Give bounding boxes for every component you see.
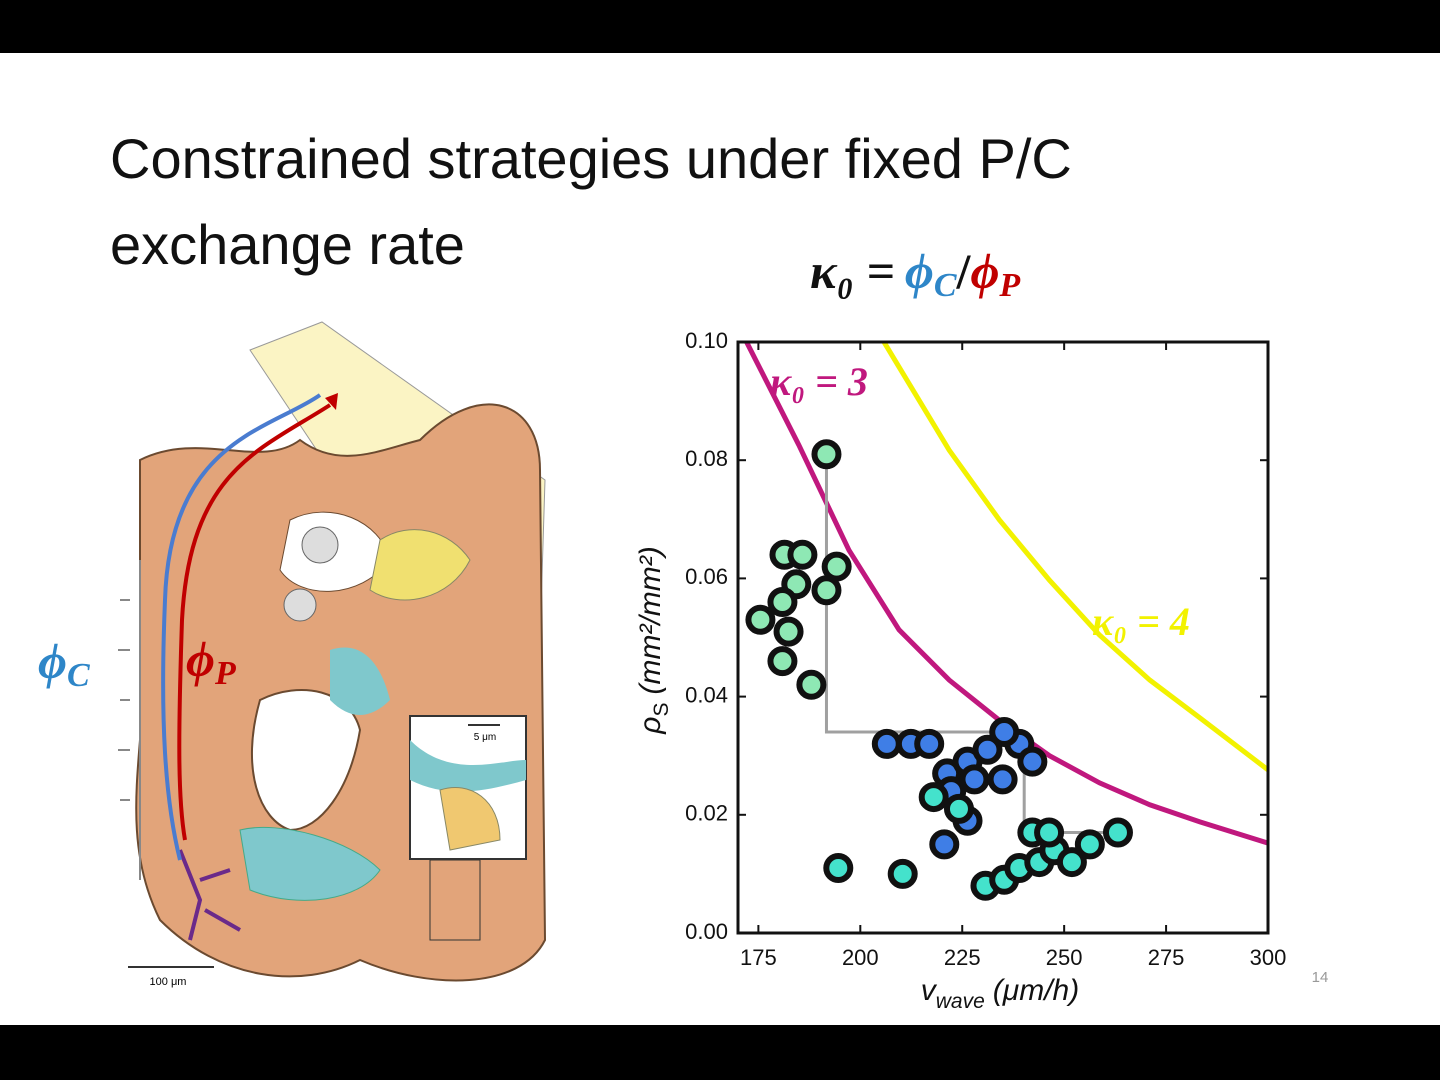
x-tick-label: 250	[1046, 945, 1083, 970]
data-point	[989, 717, 1020, 748]
symbol: v	[921, 974, 938, 1007]
bottom-bar	[0, 1025, 1440, 1080]
curve	[881, 342, 1268, 772]
unit: (mm²/mm²)	[634, 546, 667, 694]
data-point	[1034, 817, 1065, 848]
scale-label: 5 μm	[474, 732, 496, 743]
x-tick-label: 175	[740, 945, 777, 970]
y-tick-label: 0.08	[685, 446, 728, 471]
symbol: ϕ	[905, 243, 934, 299]
data-point	[821, 551, 852, 582]
x-tick-label: 300	[1250, 945, 1287, 970]
y-tick-label: 0.10	[685, 328, 728, 353]
data-point	[987, 764, 1018, 795]
slide-title: Constrained strategies under fixed P/C e…	[110, 127, 1072, 276]
data-point	[767, 587, 798, 618]
subscript: P	[998, 267, 1020, 304]
x-axis-label: vwave (μm/h)	[921, 974, 1079, 1013]
symbol: ϕ	[186, 631, 215, 687]
flux-label: ϕC	[38, 633, 90, 694]
data-point	[887, 858, 918, 889]
subscript: C	[67, 657, 90, 694]
data-point	[745, 604, 776, 635]
symbol: ϕ	[970, 243, 999, 299]
data-point	[811, 575, 842, 606]
y-tick-label: 0.04	[685, 682, 728, 707]
top-bar	[0, 0, 1440, 53]
subscript: wave	[936, 990, 985, 1013]
page-number: 14	[1312, 969, 1329, 986]
y-tick-label: 0.02	[685, 801, 728, 826]
unit: (μm/h)	[993, 974, 1079, 1007]
data-point	[773, 616, 804, 647]
curve-label: κ₀ = 3	[770, 359, 868, 404]
data-point	[787, 539, 818, 570]
scale-label: 100 μm	[150, 976, 187, 988]
subscript: P	[214, 655, 236, 692]
x-tick-label: 200	[842, 945, 879, 970]
plot: 0.00 0.02 0.04 0.06 0.08 0.10 175 200 225 250 275 3…	[685, 328, 1286, 970]
equation-lhs: κ₀ =	[810, 243, 895, 299]
data-point	[767, 646, 798, 677]
data-point	[972, 734, 1003, 765]
x-tick-label: 225	[944, 945, 981, 970]
data-point	[1056, 847, 1087, 878]
data-point	[1074, 829, 1105, 860]
subscript: S	[650, 703, 673, 717]
subscript: C	[934, 267, 957, 304]
data-point	[943, 793, 974, 824]
illustration	[118, 321, 547, 982]
flux-label: ϕP	[186, 631, 236, 692]
data-point	[871, 728, 902, 759]
x-tick-label: 275	[1148, 945, 1185, 970]
symbol: ϕ	[38, 633, 67, 689]
curve-label: κ₀ = 4	[1092, 599, 1190, 644]
data-point	[796, 669, 827, 700]
y-tick-label: 0.06	[685, 564, 728, 589]
equation: κ₀ = ϕC/ϕP	[810, 243, 1020, 304]
symbol: ρ	[634, 717, 667, 735]
slash: /	[956, 243, 972, 299]
plot-frame	[736, 340, 1270, 935]
data-point	[1017, 746, 1048, 777]
data-point	[811, 439, 842, 470]
data-point	[823, 852, 854, 883]
data-point	[929, 829, 960, 860]
y-axis-label: ρS (mm²/mm²)	[634, 546, 673, 734]
data-point	[1102, 817, 1133, 848]
data-point	[959, 764, 990, 795]
y-tick-label: 0.00	[685, 919, 728, 944]
data-point	[918, 782, 949, 813]
plot-body	[744, 342, 1268, 901]
data-point	[914, 728, 945, 759]
